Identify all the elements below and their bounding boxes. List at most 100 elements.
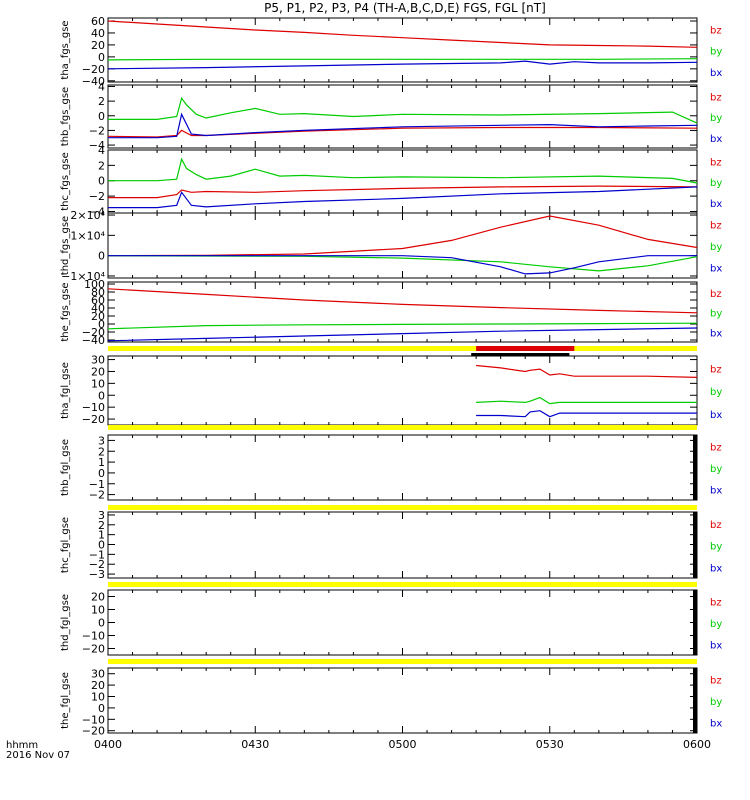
y-tick-label: 20 [91,365,105,378]
y-tick-label: 0 [98,250,105,263]
y-tick-label: 30 [91,668,105,681]
legend-bz: bz [710,520,722,531]
y-tick-label: 10 [91,691,105,704]
legend-by: by [710,178,722,189]
x-tick-label: 0400 [94,738,122,751]
series-bx-line [107,60,698,70]
series-bx-line [107,327,698,342]
y-tick-label: 2 [98,519,105,532]
mode-bar [108,425,697,430]
panel-frame [107,17,698,83]
y-tick-label: 20 [91,679,105,692]
y-tick-label: 80 [91,286,105,299]
legend-bx: bx [710,264,722,275]
chart-title: P5, P1, P2, P3, P4 (TH-A,B,C,D,E) FGS, F… [264,1,546,15]
y-tick-label: −10 [82,713,105,726]
y-tick-label: −4 [89,139,105,152]
y-axis-label: thc_fgl_gse [60,517,71,573]
y-tick-label: 0 [98,110,105,123]
y-tick-label: 0 [98,389,105,402]
y-axis-label: tha_fgl_gse [60,362,71,419]
legend-by: by [710,387,722,398]
y-tick-label: 100 [84,278,105,291]
y-tick-label: −1×10⁴ [61,270,105,283]
y-tick-label: −20 [82,413,105,426]
legend-bx: bx [710,486,722,497]
y-tick-label: 4 [98,80,105,93]
y-tick-label: −2 [89,489,105,502]
legend-by: by [710,697,722,708]
y-tick-label: −20 [82,643,105,656]
y-axis-label: thd_fgs_gse [60,216,71,275]
series-by-line [107,322,698,330]
y-tick-label: −10 [82,401,105,414]
y-tick-label: −1 [89,548,105,561]
mode-bar-black-segment [471,353,570,356]
panel-p3: 4 2 0 −2 −4 thc_fgs_gse bz by bx [60,144,722,218]
legend-bz: bz [710,289,722,300]
y-tick-label: 0 [98,617,105,630]
y-tick-label: −2 [89,190,105,203]
series-bz-line [107,288,698,314]
mode-bar [108,659,697,664]
legend-bz: bz [710,221,722,232]
mode-bar [108,582,697,587]
y-tick-label: 3 [98,509,105,522]
series-bz-line [107,126,698,138]
legend-bz: bz [710,598,722,609]
panel-edge-marks [693,590,697,655]
legend-by: by [710,47,722,58]
series-by-line [476,396,697,405]
legend-bx: bx [710,134,722,145]
legend-by: by [710,542,722,553]
y-tick-label: −20 [82,326,105,339]
y-tick-label: 20 [91,39,105,52]
y-tick-label: −20 [82,725,105,738]
series-bz-line [476,364,698,378]
series-by-line [107,58,698,61]
y-tick-label: 1 [98,529,105,542]
series-bx-line [476,410,697,418]
y-tick-label: −2 [89,124,105,137]
legend-bz: bz [710,92,722,103]
legend-bx: bx [710,199,722,210]
panel-frame [107,511,698,579]
series-bz-line [108,185,698,199]
y-tick-label: 4 [98,144,105,157]
y-tick-label: 20 [91,310,105,323]
legend-bz: bz [710,364,722,375]
y-tick-label: −20 [82,63,105,76]
y-tick-label: 40 [91,302,105,315]
legend-bz: bz [710,676,722,687]
y-tick-label: 2 [98,445,105,458]
panel-edge-marks [693,668,697,733]
y-tick-label: 0 [98,702,105,715]
y-tick-label: −10 [82,630,105,643]
y-tick-label: 2 [98,159,105,172]
legend-bx: bx [710,328,722,339]
y-tick-label: 3 [98,434,105,447]
legend-bx: bx [710,641,722,652]
legend-bx: bx [710,410,722,421]
series-bz-line [107,215,698,257]
panel-frame [107,434,698,501]
panel-frame [107,589,698,656]
y-tick-label: −3 [89,568,105,581]
panel-frame [107,84,698,149]
legend-by: by [710,309,722,320]
legend-by: by [710,113,722,124]
legend-bz: bz [710,26,722,37]
series-bx-line [108,112,698,139]
y-tick-label: 0 [98,51,105,64]
series-by-line [108,96,698,124]
x-tick-label: 0430 [241,738,269,751]
y-axis-label: thd_fgl_gse [60,594,71,651]
